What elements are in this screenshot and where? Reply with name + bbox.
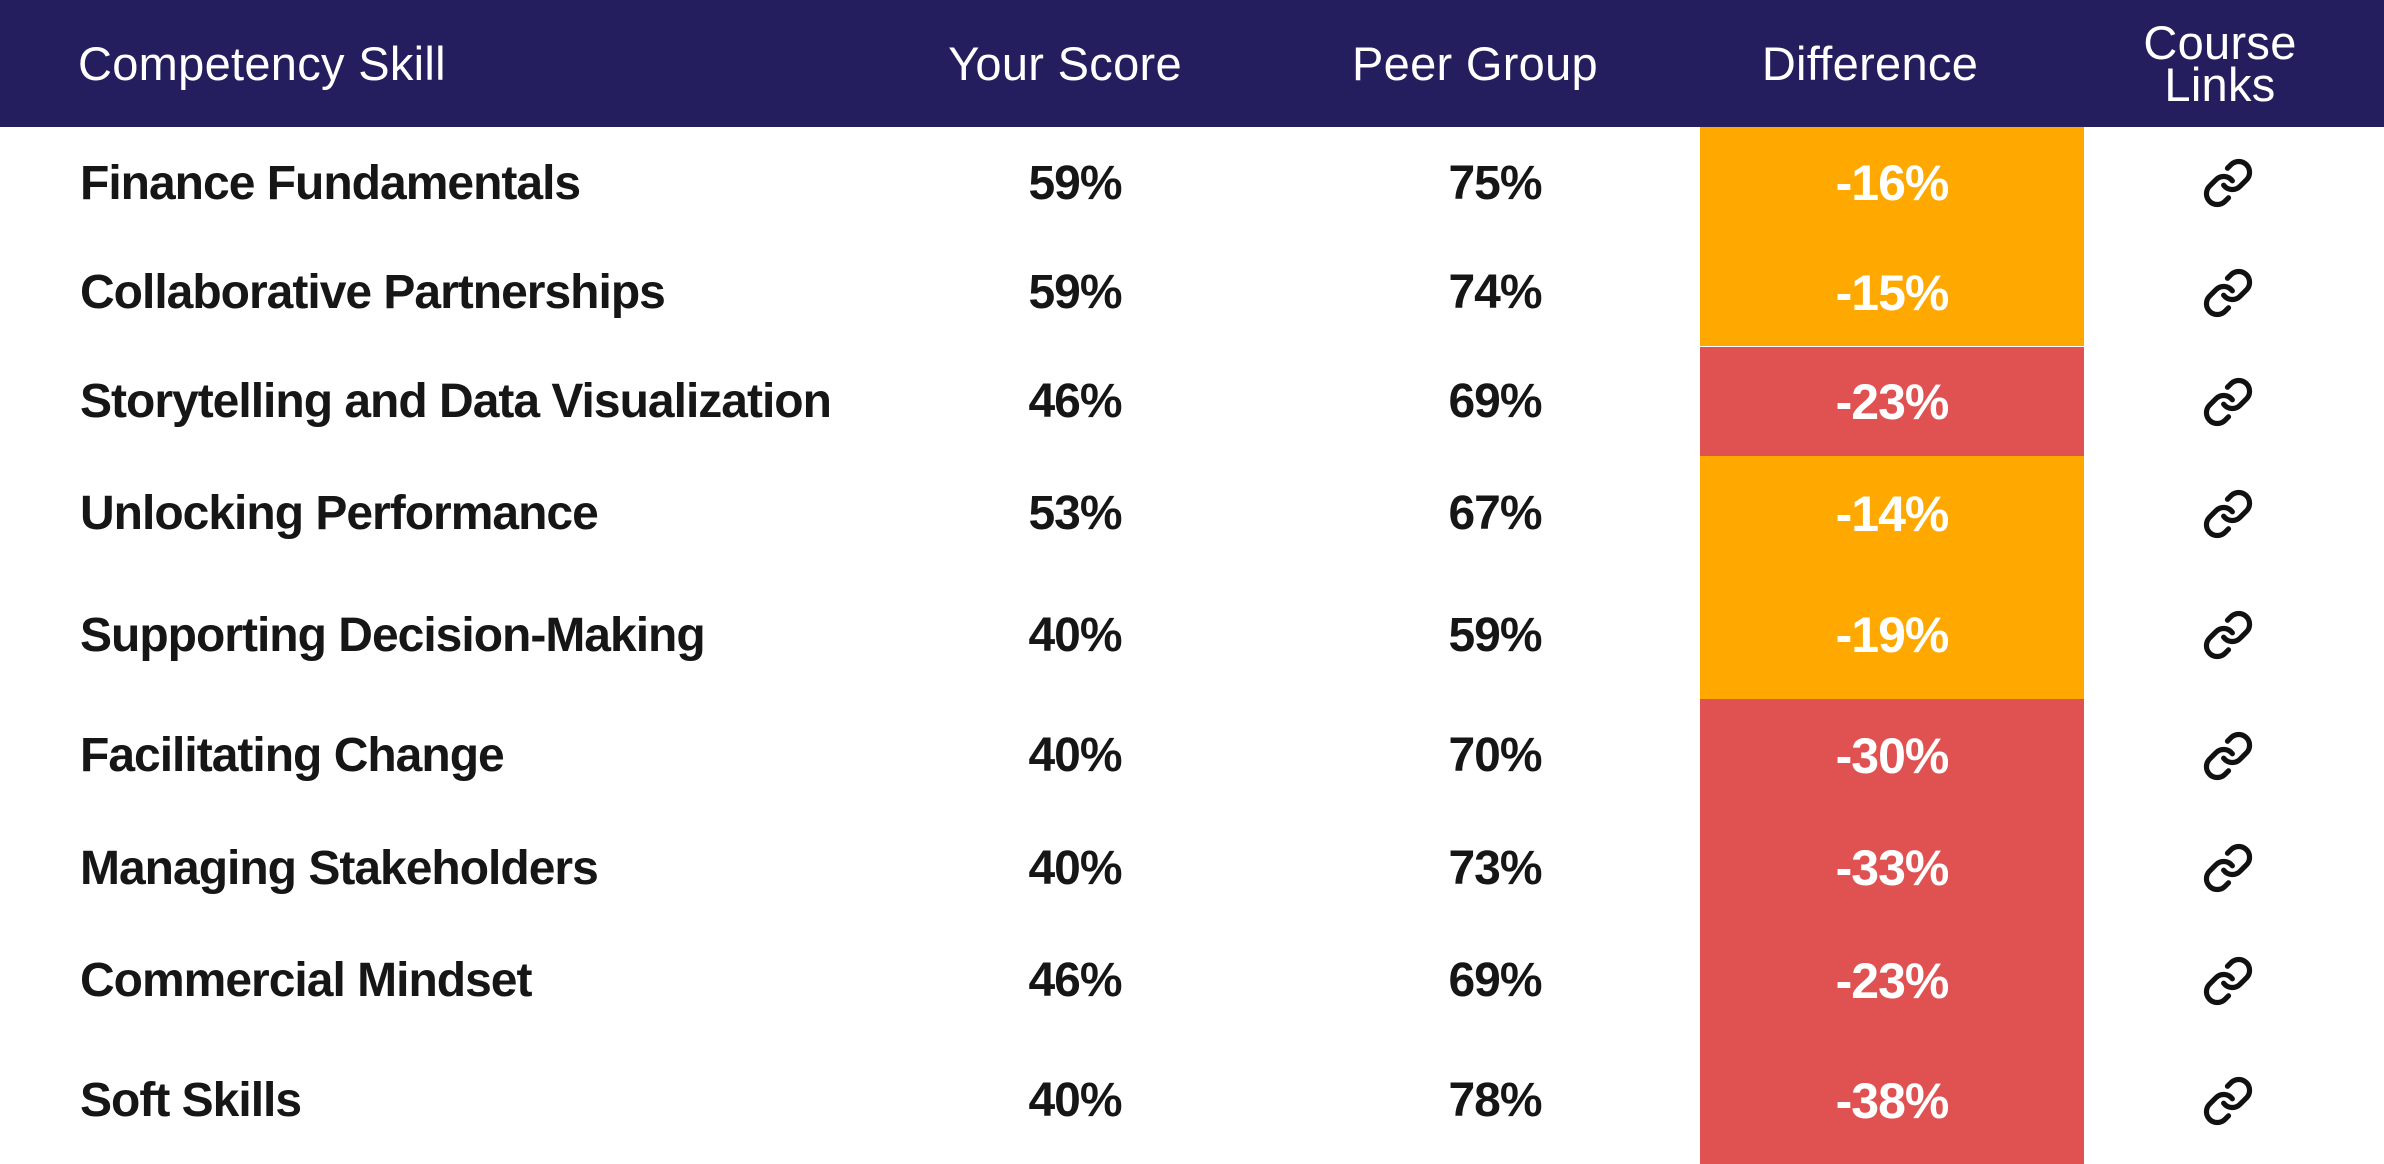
table-row: Commercial Mindset 46% 69% -23%: [0, 924, 2384, 1037]
competency-skill-cell: Managing Stakeholders: [80, 841, 599, 895]
competency-skill-cell: Soft Skills: [80, 1074, 302, 1127]
link-icon[interactable]: [2202, 609, 2254, 661]
table-row: Collaborative Partnerships 59% 74% -15%: [0, 239, 2384, 346]
link-icon[interactable]: [2202, 157, 2254, 209]
header-difference: Difference: [1761, 37, 1979, 90]
difference-cell: -30%: [1700, 699, 2084, 812]
link-icon[interactable]: [2202, 1075, 2254, 1127]
competency-skill-cell: Supporting Decision-Making: [80, 608, 706, 662]
competency-skill-cell: Finance Fundamentals: [80, 156, 581, 210]
course-link-cell: [2110, 571, 2345, 699]
link-icon-glyph: [2203, 731, 2252, 780]
course-link-cell: [2110, 1037, 2345, 1164]
your-score-cell: 53%: [1028, 487, 1122, 540]
your-score-cell: 59%: [1028, 266, 1122, 319]
course-link-cell: [2110, 812, 2345, 924]
link-icon-glyph: [2203, 843, 2252, 893]
difference-cell: -14%: [1700, 456, 2084, 571]
difference-cell: -38%: [1700, 1037, 2084, 1164]
table-body: Finance Fundamentals 59% 75% -16% Collaborat…: [0, 127, 2384, 1164]
link-icon[interactable]: [2202, 842, 2254, 894]
your-score-cell: 46%: [1028, 375, 1122, 428]
peer-group-cell: 70%: [1448, 729, 1542, 782]
your-score-cell: 40%: [1028, 729, 1122, 782]
course-link-cell: [2110, 127, 2345, 239]
difference-cell: -19%: [1700, 571, 2084, 699]
link-icon-glyph: [2203, 268, 2252, 317]
table-row: Finance Fundamentals 59% 75% -16%: [0, 127, 2384, 239]
peer-group-cell: 69%: [1448, 954, 1542, 1007]
header-competency-skill: Competency Skill: [78, 37, 446, 90]
table-row: Soft Skills 40% 78% -38%: [0, 1037, 2384, 1164]
link-icon[interactable]: [2202, 955, 2254, 1007]
link-icon[interactable]: [2202, 730, 2254, 782]
link-icon[interactable]: [2202, 488, 2254, 540]
table-row: Unlocking Performance 53% 67% -14%: [0, 456, 2384, 571]
table-row: Supporting Decision-Making 40% 59% -19%: [0, 571, 2384, 699]
header-course-links-line1: Course: [2143, 15, 2297, 69]
difference-cell: -15%: [1700, 239, 2084, 346]
peer-group-cell: 75%: [1448, 156, 1542, 210]
header-course-links-line2: Links: [2164, 57, 2276, 111]
peer-group-cell: 74%: [1448, 266, 1542, 319]
peer-group-cell: 73%: [1448, 841, 1542, 895]
link-icon-glyph: [2203, 489, 2252, 538]
competency-skill-cell: Storytelling and Data Visualization: [80, 375, 832, 428]
course-link-cell: [2110, 924, 2345, 1037]
your-score-cell: 40%: [1028, 1074, 1122, 1127]
peer-group-cell: 78%: [1448, 1074, 1542, 1127]
competency-skill-cell: Facilitating Change: [80, 729, 505, 782]
your-score-cell: 46%: [1028, 954, 1122, 1007]
header-your-score: Your Score: [948, 37, 1182, 90]
competency-skill-cell: Unlocking Performance: [80, 487, 599, 540]
course-link-cell: [2110, 699, 2345, 812]
peer-group-cell: 67%: [1448, 487, 1542, 540]
link-icon[interactable]: [2202, 376, 2254, 428]
competency-skill-cell: Commercial Mindset: [80, 954, 532, 1007]
course-link-cell: [2110, 347, 2345, 456]
link-icon[interactable]: [2202, 267, 2254, 319]
your-score-cell: 40%: [1028, 841, 1122, 895]
link-icon-glyph: [2203, 610, 2252, 660]
course-link-cell: [2110, 239, 2345, 346]
link-icon-glyph: [2203, 158, 2252, 208]
header-peer-group: Peer Group: [1352, 37, 1598, 90]
header-course-links: Course Links: [2110, 0, 2330, 127]
peer-group-cell: 69%: [1448, 375, 1542, 428]
competency-skill-cell: Collaborative Partnerships: [80, 266, 666, 319]
your-score-cell: 59%: [1028, 156, 1122, 210]
link-icon-glyph: [2203, 956, 2252, 1005]
difference-cell: -33%: [1700, 812, 2084, 924]
table-row: Managing Stakeholders 40% 73% -33%: [0, 812, 2384, 924]
difference-cell: -23%: [1700, 347, 2084, 456]
table-row: Storytelling and Data Visualization 46% 69…: [0, 347, 2384, 456]
difference-cell: -23%: [1700, 924, 2084, 1037]
table-header: Competency Skill Your Score Peer Group D…: [0, 0, 2384, 127]
table-row: Facilitating Change 40% 70% -30%: [0, 699, 2384, 812]
difference-cell: -16%: [1700, 127, 2084, 239]
peer-group-cell: 59%: [1448, 608, 1542, 662]
your-score-cell: 40%: [1028, 608, 1122, 662]
course-link-cell: [2110, 456, 2345, 571]
link-icon-glyph: [2203, 1076, 2252, 1125]
link-icon-glyph: [2203, 377, 2252, 426]
